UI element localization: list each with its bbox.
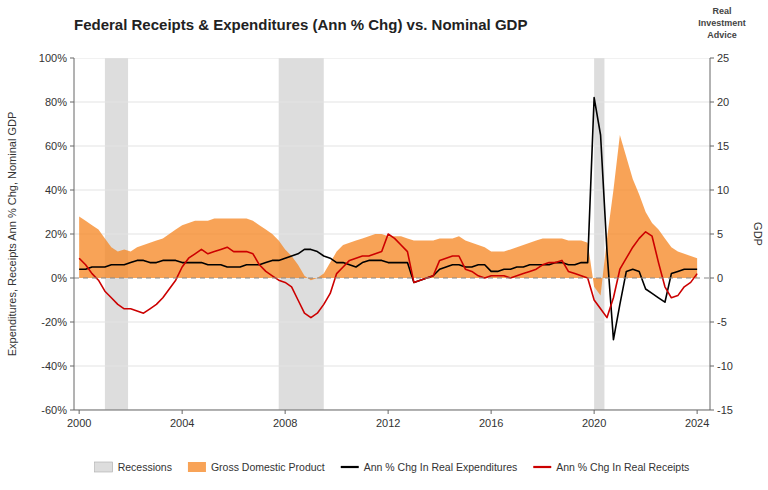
grid-line — [74, 102, 710, 103]
legend-item: Ann % Chg In Real Expenditures — [341, 461, 518, 473]
legend-label: Ann % Chg In Real Expenditures — [364, 461, 518, 473]
x-tick-label: 2012 — [376, 417, 400, 429]
grid-line — [74, 146, 710, 147]
x-tick — [594, 410, 595, 414]
y2-tick — [710, 322, 714, 323]
y-axis-label: Expenditures, Receipts Ann % Chg, Nomina… — [6, 112, 18, 357]
y-tick-label: 40% — [45, 184, 67, 196]
y-tick — [70, 102, 74, 103]
x-tick-label: 2020 — [582, 417, 606, 429]
x-tick — [697, 410, 698, 414]
legend-label: Gross Domestic Product — [211, 461, 325, 473]
y-tick-label: -40% — [41, 360, 67, 372]
legend-swatch — [95, 462, 113, 472]
y-tick-label: -60% — [41, 404, 67, 416]
legend-item: Recessions — [95, 461, 172, 473]
y2-tick — [710, 102, 714, 103]
y2-tick-label: 25 — [717, 52, 729, 64]
y2-tick-label: 0 — [717, 272, 723, 284]
annotation-line: Advice — [707, 30, 737, 40]
title: Federal Receipts & Expenditures (Ann % C… — [74, 16, 527, 33]
y2-tick — [710, 234, 714, 235]
axes: -60% -40% -20% 0% 20% 40% 60% 80% 100% -15 -10 -5 0 5… — [39, 52, 733, 429]
x-tick — [285, 410, 286, 414]
x-axis-line — [74, 410, 710, 411]
grid-line — [74, 322, 710, 323]
y2-tick — [710, 366, 714, 367]
x-tick-label: 2004 — [170, 417, 194, 429]
y2-tick-label: 5 — [717, 228, 723, 240]
x-tick — [491, 410, 492, 414]
y-tick-label: 0% — [51, 272, 67, 284]
y-tick — [70, 58, 74, 59]
y2-tick — [710, 278, 714, 279]
y2-tick-label: 15 — [717, 140, 729, 152]
y2-axis-label: GDP — [752, 222, 764, 246]
line-series — [79, 98, 697, 340]
x-tick — [182, 410, 183, 414]
y2-tick-label: 20 — [717, 96, 729, 108]
y2-tick — [710, 410, 714, 411]
y-tick — [70, 322, 74, 323]
x-tick — [388, 410, 389, 414]
y-tick-label: 60% — [45, 140, 67, 152]
legend-swatch — [188, 462, 206, 472]
legend-label: Recessions — [118, 461, 172, 473]
y-tick — [70, 190, 74, 191]
zero-line — [74, 278, 710, 279]
y-axis-line — [74, 58, 75, 410]
x-tick-label: 2016 — [479, 417, 503, 429]
annotation: Real Investment Advice — [698, 6, 746, 40]
y-tick-label: 20% — [45, 228, 67, 240]
grid-line — [74, 58, 710, 59]
y-tick-label: 80% — [45, 96, 67, 108]
y2-tick — [710, 58, 714, 59]
y2-tick-label: 10 — [717, 184, 729, 196]
x-tick — [79, 410, 80, 414]
grid — [74, 58, 710, 410]
x-tick-label: 2008 — [273, 417, 297, 429]
y-tick — [70, 366, 74, 367]
x-tick-label: 2024 — [685, 417, 709, 429]
x-tick-label: 2000 — [67, 417, 91, 429]
y-tick — [70, 146, 74, 147]
y2-tick — [710, 146, 714, 147]
y2-axis-line — [710, 58, 711, 410]
y-tick — [70, 234, 74, 235]
grid-line — [74, 366, 710, 367]
plot-area — [74, 58, 710, 410]
grid-line — [74, 410, 710, 411]
y2-tick-label: -10 — [717, 360, 733, 372]
annotation-line: Real — [712, 6, 731, 16]
legend-swatch — [341, 466, 359, 468]
chart: Federal Receipts & Expenditures (Ann % C… — [0, 0, 768, 490]
legend-item: Ann % Chg In Real Receipts — [533, 461, 689, 473]
y-tick-label: 100% — [39, 52, 67, 64]
line-series — [79, 232, 697, 318]
legend: Recessions Gross Domestic Product Ann % Ch… — [95, 461, 690, 473]
y-tick-label: -20% — [41, 316, 67, 328]
y2-tick-label: -5 — [717, 316, 727, 328]
y2-tick — [710, 190, 714, 191]
legend-label: Ann % Chg In Real Receipts — [556, 461, 689, 473]
legend-item: Gross Domestic Product — [188, 461, 325, 473]
annotation-line: Investment — [698, 18, 746, 28]
y-tick — [70, 278, 74, 279]
legend-swatch — [533, 466, 551, 468]
y-tick — [70, 410, 74, 411]
y2-tick-label: -15 — [717, 404, 733, 416]
